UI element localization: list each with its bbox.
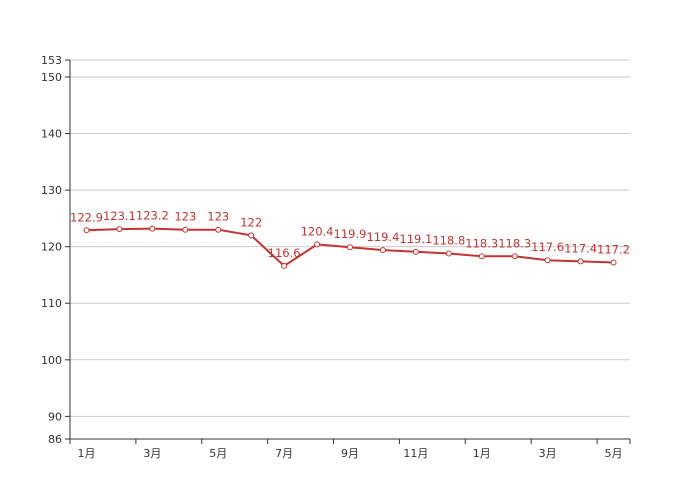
data-point: [544, 257, 551, 264]
data-point: [478, 253, 485, 260]
data-point: [379, 247, 386, 254]
data-label: 122.9: [70, 210, 103, 224]
data-point: [281, 262, 288, 269]
y-tick-label: 100: [41, 354, 62, 367]
data-point: [182, 226, 189, 233]
x-tick-label: 5月: [209, 447, 227, 460]
data-point: [577, 258, 584, 265]
data-point: [116, 226, 123, 233]
x-tick-label: 9月: [341, 447, 359, 460]
data-label: 123: [174, 210, 196, 224]
data-label: 119.4: [366, 230, 399, 244]
data-label: 123.2: [136, 209, 169, 223]
data-point: [215, 226, 222, 233]
x-tick-label: 1月: [77, 447, 95, 460]
data-label: 118.3: [498, 236, 531, 250]
y-tick-label: 140: [41, 128, 62, 141]
x-tick-label: 3月: [539, 447, 557, 460]
x-tick-label: 7月: [275, 447, 293, 460]
y-tick-label: 90: [48, 410, 62, 423]
data-point: [314, 241, 321, 248]
data-label: 116.6: [268, 246, 301, 260]
data-point: [248, 232, 255, 239]
data-label: 118.3: [465, 236, 498, 250]
data-label: 122: [240, 215, 262, 229]
x-tick-label: 3月: [143, 447, 161, 460]
grid-lines: [70, 59, 630, 417]
data-point: [610, 259, 617, 266]
data-point: [149, 225, 156, 232]
data-label: 119.9: [334, 227, 367, 241]
y-tick-label: 130: [41, 184, 62, 197]
data-label: 117.2: [597, 243, 630, 257]
data-label: 117.6: [531, 240, 564, 254]
data-label: 118.8: [432, 233, 465, 247]
data-point: [511, 253, 518, 260]
data-point: [347, 244, 353, 251]
data-points: [83, 225, 617, 269]
data-point: [412, 248, 419, 255]
data-label: 123: [207, 210, 229, 224]
y-tick-label: 153: [41, 54, 62, 67]
y-tick-label: 110: [41, 297, 62, 310]
axes: [69, 60, 630, 440]
data-point: [445, 250, 452, 257]
x-axis-ticks: 1月 3月 5月 7月 9月 11月 1月 3月 5月: [69, 439, 631, 460]
y-tick-label: 120: [41, 241, 62, 254]
data-label: 120.4: [301, 224, 334, 238]
data-label: 119.1: [399, 232, 432, 246]
data-label: 123.1: [103, 209, 136, 223]
y-tick-label: 150: [41, 71, 62, 84]
x-tick-label: 11月: [403, 447, 428, 460]
data-point: [83, 227, 90, 234]
y-tick-label: 86: [48, 433, 62, 446]
y-axis-ticks: 86 90 100 110 120 130 140 150 153: [41, 54, 70, 446]
x-tick-label: 5月: [605, 447, 623, 460]
x-tick-label: 1月: [473, 447, 491, 460]
data-label: 117.4: [564, 241, 597, 255]
